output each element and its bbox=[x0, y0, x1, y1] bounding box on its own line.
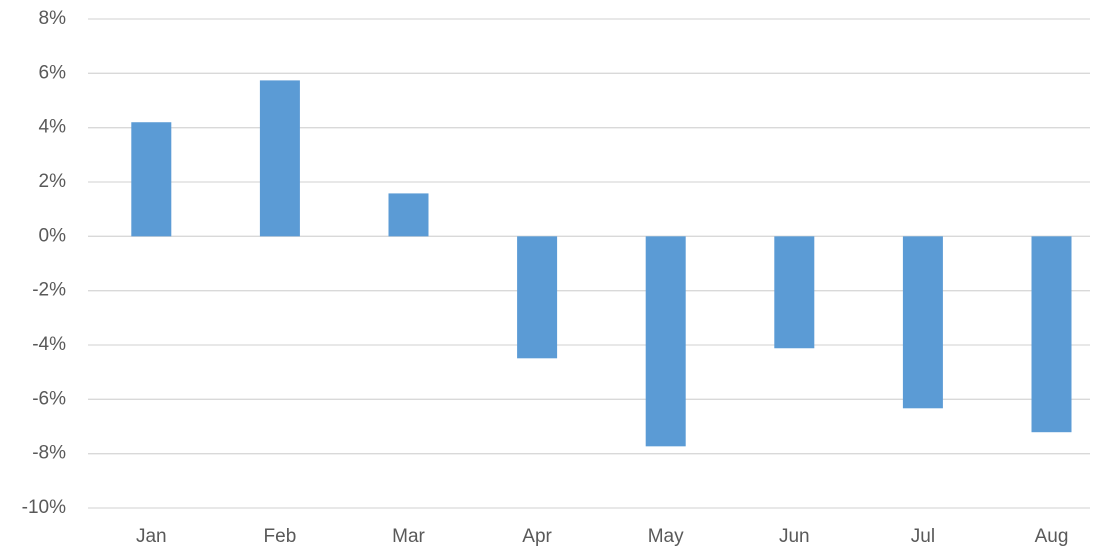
bar bbox=[131, 122, 172, 237]
y-tick-label: -2% bbox=[32, 280, 66, 301]
y-tick-label: -10% bbox=[22, 497, 66, 518]
x-tick-label: Mar bbox=[392, 526, 425, 547]
bar bbox=[259, 80, 300, 237]
bar bbox=[774, 236, 815, 349]
y-tick-label: -4% bbox=[32, 334, 66, 355]
x-tick-label: Aug bbox=[1035, 526, 1069, 547]
bar bbox=[388, 193, 429, 237]
x-tick-label: Apr bbox=[522, 526, 552, 547]
y-tick-label: -8% bbox=[32, 443, 66, 464]
bar bbox=[902, 236, 943, 409]
y-tick-label: 2% bbox=[39, 171, 67, 192]
y-tick-label: 4% bbox=[39, 117, 67, 138]
x-tick-label: May bbox=[648, 526, 684, 547]
bar bbox=[517, 236, 558, 359]
y-tick-label: 8% bbox=[39, 8, 67, 29]
x-tick-label: Jun bbox=[779, 526, 810, 547]
x-tick-label: Jan bbox=[136, 526, 167, 547]
x-tick-label: Jul bbox=[911, 526, 935, 547]
y-tick-label: 6% bbox=[39, 62, 67, 83]
bar bbox=[645, 236, 686, 447]
bar bbox=[1031, 236, 1072, 433]
y-tick-label: -6% bbox=[32, 388, 66, 409]
y-tick-label: 0% bbox=[39, 225, 67, 246]
x-tick-label: Feb bbox=[264, 526, 297, 547]
